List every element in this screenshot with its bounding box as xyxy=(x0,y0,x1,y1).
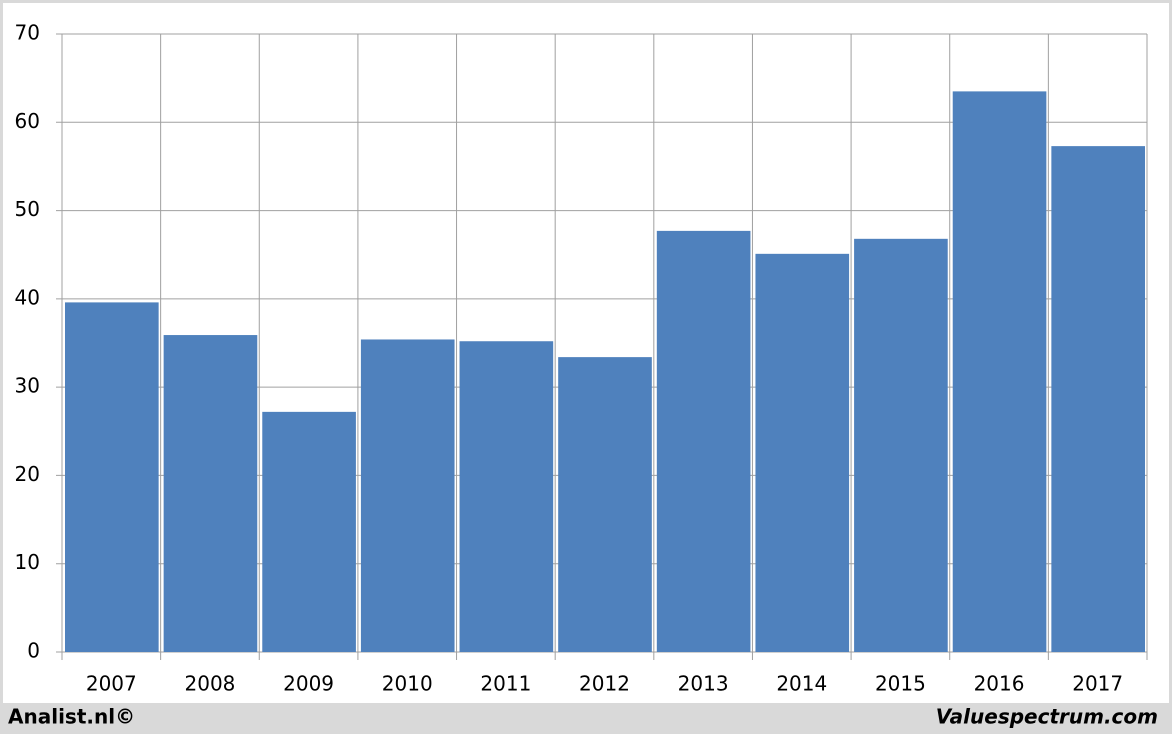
y-tick-label: 60 xyxy=(15,109,40,133)
bar xyxy=(1051,146,1145,652)
bar xyxy=(65,302,159,652)
y-tick-label: 30 xyxy=(15,374,40,398)
y-tick-label: 40 xyxy=(15,285,40,309)
x-tick-label: 2011 xyxy=(480,672,531,696)
x-tick-label: 2015 xyxy=(875,672,926,696)
x-tick-label: 2009 xyxy=(283,672,334,696)
footer-left: Analist.nl© xyxy=(8,705,135,729)
bar xyxy=(360,339,455,652)
x-tick-label: 2013 xyxy=(678,672,729,696)
y-tick-label: 70 xyxy=(15,21,40,45)
x-tick-label: 2008 xyxy=(185,672,236,696)
y-tick-label: 50 xyxy=(15,197,40,221)
bar xyxy=(262,411,356,652)
x-tick-label: 2014 xyxy=(776,672,827,696)
x-tick-label: 2007 xyxy=(86,672,137,696)
x-tick-label: 2017 xyxy=(1072,672,1123,696)
bar xyxy=(952,91,1047,652)
footer-right: Valuespectrum.com xyxy=(936,705,1158,729)
bar xyxy=(558,357,652,652)
y-tick-label: 20 xyxy=(15,462,40,486)
bar xyxy=(459,341,554,652)
x-tick-label: 2016 xyxy=(974,672,1025,696)
y-tick-label: 0 xyxy=(27,639,40,663)
bar xyxy=(163,335,258,652)
x-tick-label: 2012 xyxy=(579,672,630,696)
bar xyxy=(854,238,948,652)
bar xyxy=(656,230,751,652)
x-tick-label: 2010 xyxy=(382,672,433,696)
bar xyxy=(755,253,850,652)
y-tick-label: 10 xyxy=(15,550,40,574)
